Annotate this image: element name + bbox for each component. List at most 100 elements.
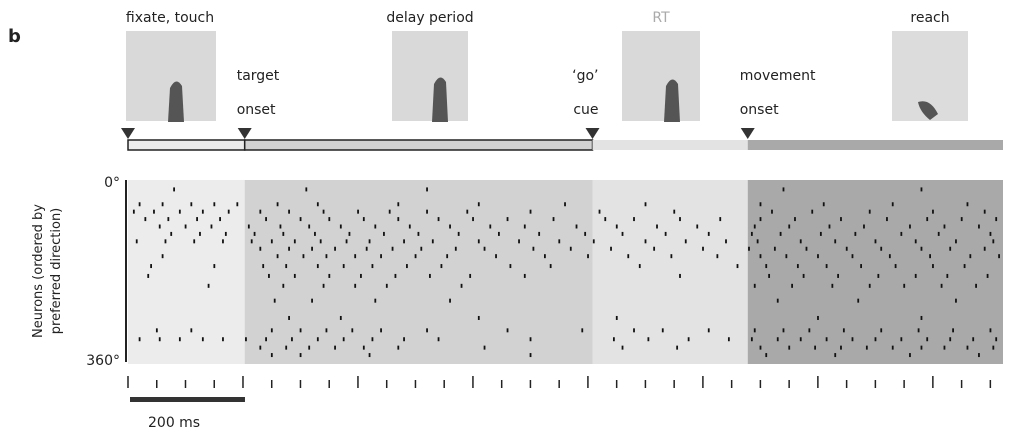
spike [782, 328, 785, 333]
spike [707, 328, 710, 333]
spike [523, 224, 526, 229]
spike [863, 224, 865, 229]
spike [552, 217, 555, 222]
spike [575, 224, 578, 229]
spike [949, 337, 952, 342]
spike [207, 283, 210, 288]
spike [771, 209, 773, 214]
spike [477, 202, 480, 207]
event-marker [121, 128, 135, 139]
spike [193, 239, 196, 244]
spike [759, 254, 762, 259]
spike [222, 337, 224, 342]
y-axis-label: Neurons (ordered by [31, 204, 46, 338]
spike [170, 231, 173, 236]
spike [532, 246, 535, 251]
spike [819, 231, 822, 236]
spike [265, 337, 267, 342]
spike [362, 217, 365, 222]
spike [213, 202, 216, 207]
spike [529, 353, 532, 358]
spike [374, 224, 377, 229]
spike [661, 328, 664, 333]
spike [615, 315, 618, 320]
spike [558, 239, 561, 244]
spike [259, 345, 262, 350]
spike [949, 246, 952, 251]
spike [799, 337, 802, 342]
spike [253, 231, 256, 236]
spike [920, 187, 923, 192]
spike [900, 231, 903, 236]
spike [966, 345, 969, 350]
spike [506, 217, 509, 222]
spike [495, 254, 497, 259]
spike [440, 264, 443, 269]
spike [316, 264, 319, 269]
spike [426, 328, 428, 333]
spike [403, 239, 405, 244]
spike [817, 315, 819, 320]
spike [328, 273, 331, 278]
spike [802, 273, 805, 278]
spike [937, 231, 940, 236]
event-marker [585, 128, 600, 139]
spike [178, 209, 181, 214]
spike [969, 254, 972, 259]
spike [955, 239, 957, 244]
spike [825, 264, 828, 269]
spike [167, 217, 170, 222]
spike [523, 273, 526, 278]
spike [417, 231, 420, 236]
spike [365, 246, 368, 251]
spike [725, 239, 727, 244]
spike [311, 246, 313, 251]
spike [348, 231, 351, 236]
spike [334, 345, 336, 350]
spike [983, 209, 986, 214]
spike [164, 239, 167, 244]
spike [544, 254, 546, 259]
spike [857, 298, 860, 303]
spike [702, 246, 704, 251]
spike [388, 209, 391, 214]
spike [564, 202, 566, 207]
spike [753, 328, 756, 333]
spike [880, 246, 883, 251]
spike [633, 328, 635, 333]
event-label: onset [740, 102, 779, 118]
spike [828, 224, 831, 229]
spike [627, 254, 630, 259]
spike [748, 246, 750, 251]
spike [339, 315, 342, 320]
spike [995, 217, 998, 222]
spike [288, 209, 290, 214]
y-axis-label: preferred direction) [49, 208, 64, 334]
spike [727, 337, 730, 342]
spike [788, 224, 791, 229]
thumbnails [126, 31, 968, 122]
spike [276, 254, 279, 259]
panel-label: b [8, 26, 21, 47]
spike [886, 217, 888, 222]
spike [161, 254, 164, 259]
spike [147, 273, 150, 278]
spike [914, 239, 917, 244]
spike [656, 224, 658, 229]
spike [454, 246, 457, 251]
spike [989, 328, 992, 333]
spike [368, 239, 371, 244]
spike [888, 254, 891, 259]
spike [995, 337, 998, 342]
spike [224, 231, 227, 236]
spike [834, 353, 837, 358]
spike [293, 273, 296, 278]
spike [328, 217, 331, 222]
spike [978, 353, 980, 358]
spike [834, 239, 837, 244]
spike [509, 264, 512, 269]
spike [598, 209, 601, 214]
spike [696, 224, 699, 229]
spike [213, 264, 216, 269]
